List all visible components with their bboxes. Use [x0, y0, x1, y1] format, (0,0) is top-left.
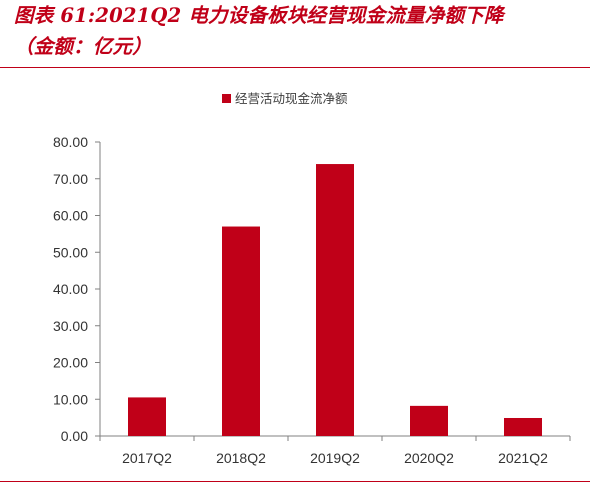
- y-tick-label: 0.00: [61, 428, 88, 444]
- y-tick-label: 40.00: [53, 281, 88, 297]
- y-tick-label: 10.00: [53, 391, 88, 407]
- y-tick-label: 30.00: [53, 318, 88, 334]
- legend-label: 经营活动现金流净额: [235, 91, 348, 106]
- x-tick-label: 2017Q2: [122, 450, 172, 466]
- y-tick-label: 50.00: [53, 244, 88, 260]
- x-tick-label: 2019Q2: [310, 450, 360, 466]
- y-tick-label: 80.00: [53, 134, 88, 150]
- y-tick-label: 20.00: [53, 355, 88, 371]
- y-axis: 0.00 10.00 20.00 30.00 40.00 50.00 60.00 70.00 8…: [53, 134, 101, 444]
- bar-2020Q2: [410, 405, 448, 436]
- bar-2021Q2: [504, 417, 542, 436]
- title-line-2: （金额：亿元）: [14, 35, 152, 58]
- bars: [128, 164, 542, 437]
- y-tick-label: 60.00: [53, 208, 88, 224]
- title-line-1: 图表 61:2021Q2 电力设备板块经营现金流量净额下降: [14, 4, 504, 27]
- x-axis: 2017Q2 2018Q2 2019Q2 2020Q2 2021Q2: [99, 435, 571, 466]
- bottom-divider: [0, 481, 590, 482]
- bar-2018Q2: [222, 226, 260, 436]
- chart-title: 图表 61:2021Q2 电力设备板块经营现金流量净额下降 （金额：亿元）: [14, 0, 604, 62]
- x-tick-label: 2018Q2: [216, 450, 266, 466]
- bar-2019Q2: [316, 164, 354, 437]
- y-tick-label: 70.00: [53, 171, 88, 187]
- x-tick-label: 2021Q2: [498, 450, 548, 466]
- legend: 经营活动现金流净额: [222, 91, 348, 106]
- x-tick-label: 2020Q2: [404, 450, 454, 466]
- top-divider: [0, 67, 590, 68]
- bar-2017Q2: [128, 397, 166, 436]
- legend-swatch: [222, 94, 231, 103]
